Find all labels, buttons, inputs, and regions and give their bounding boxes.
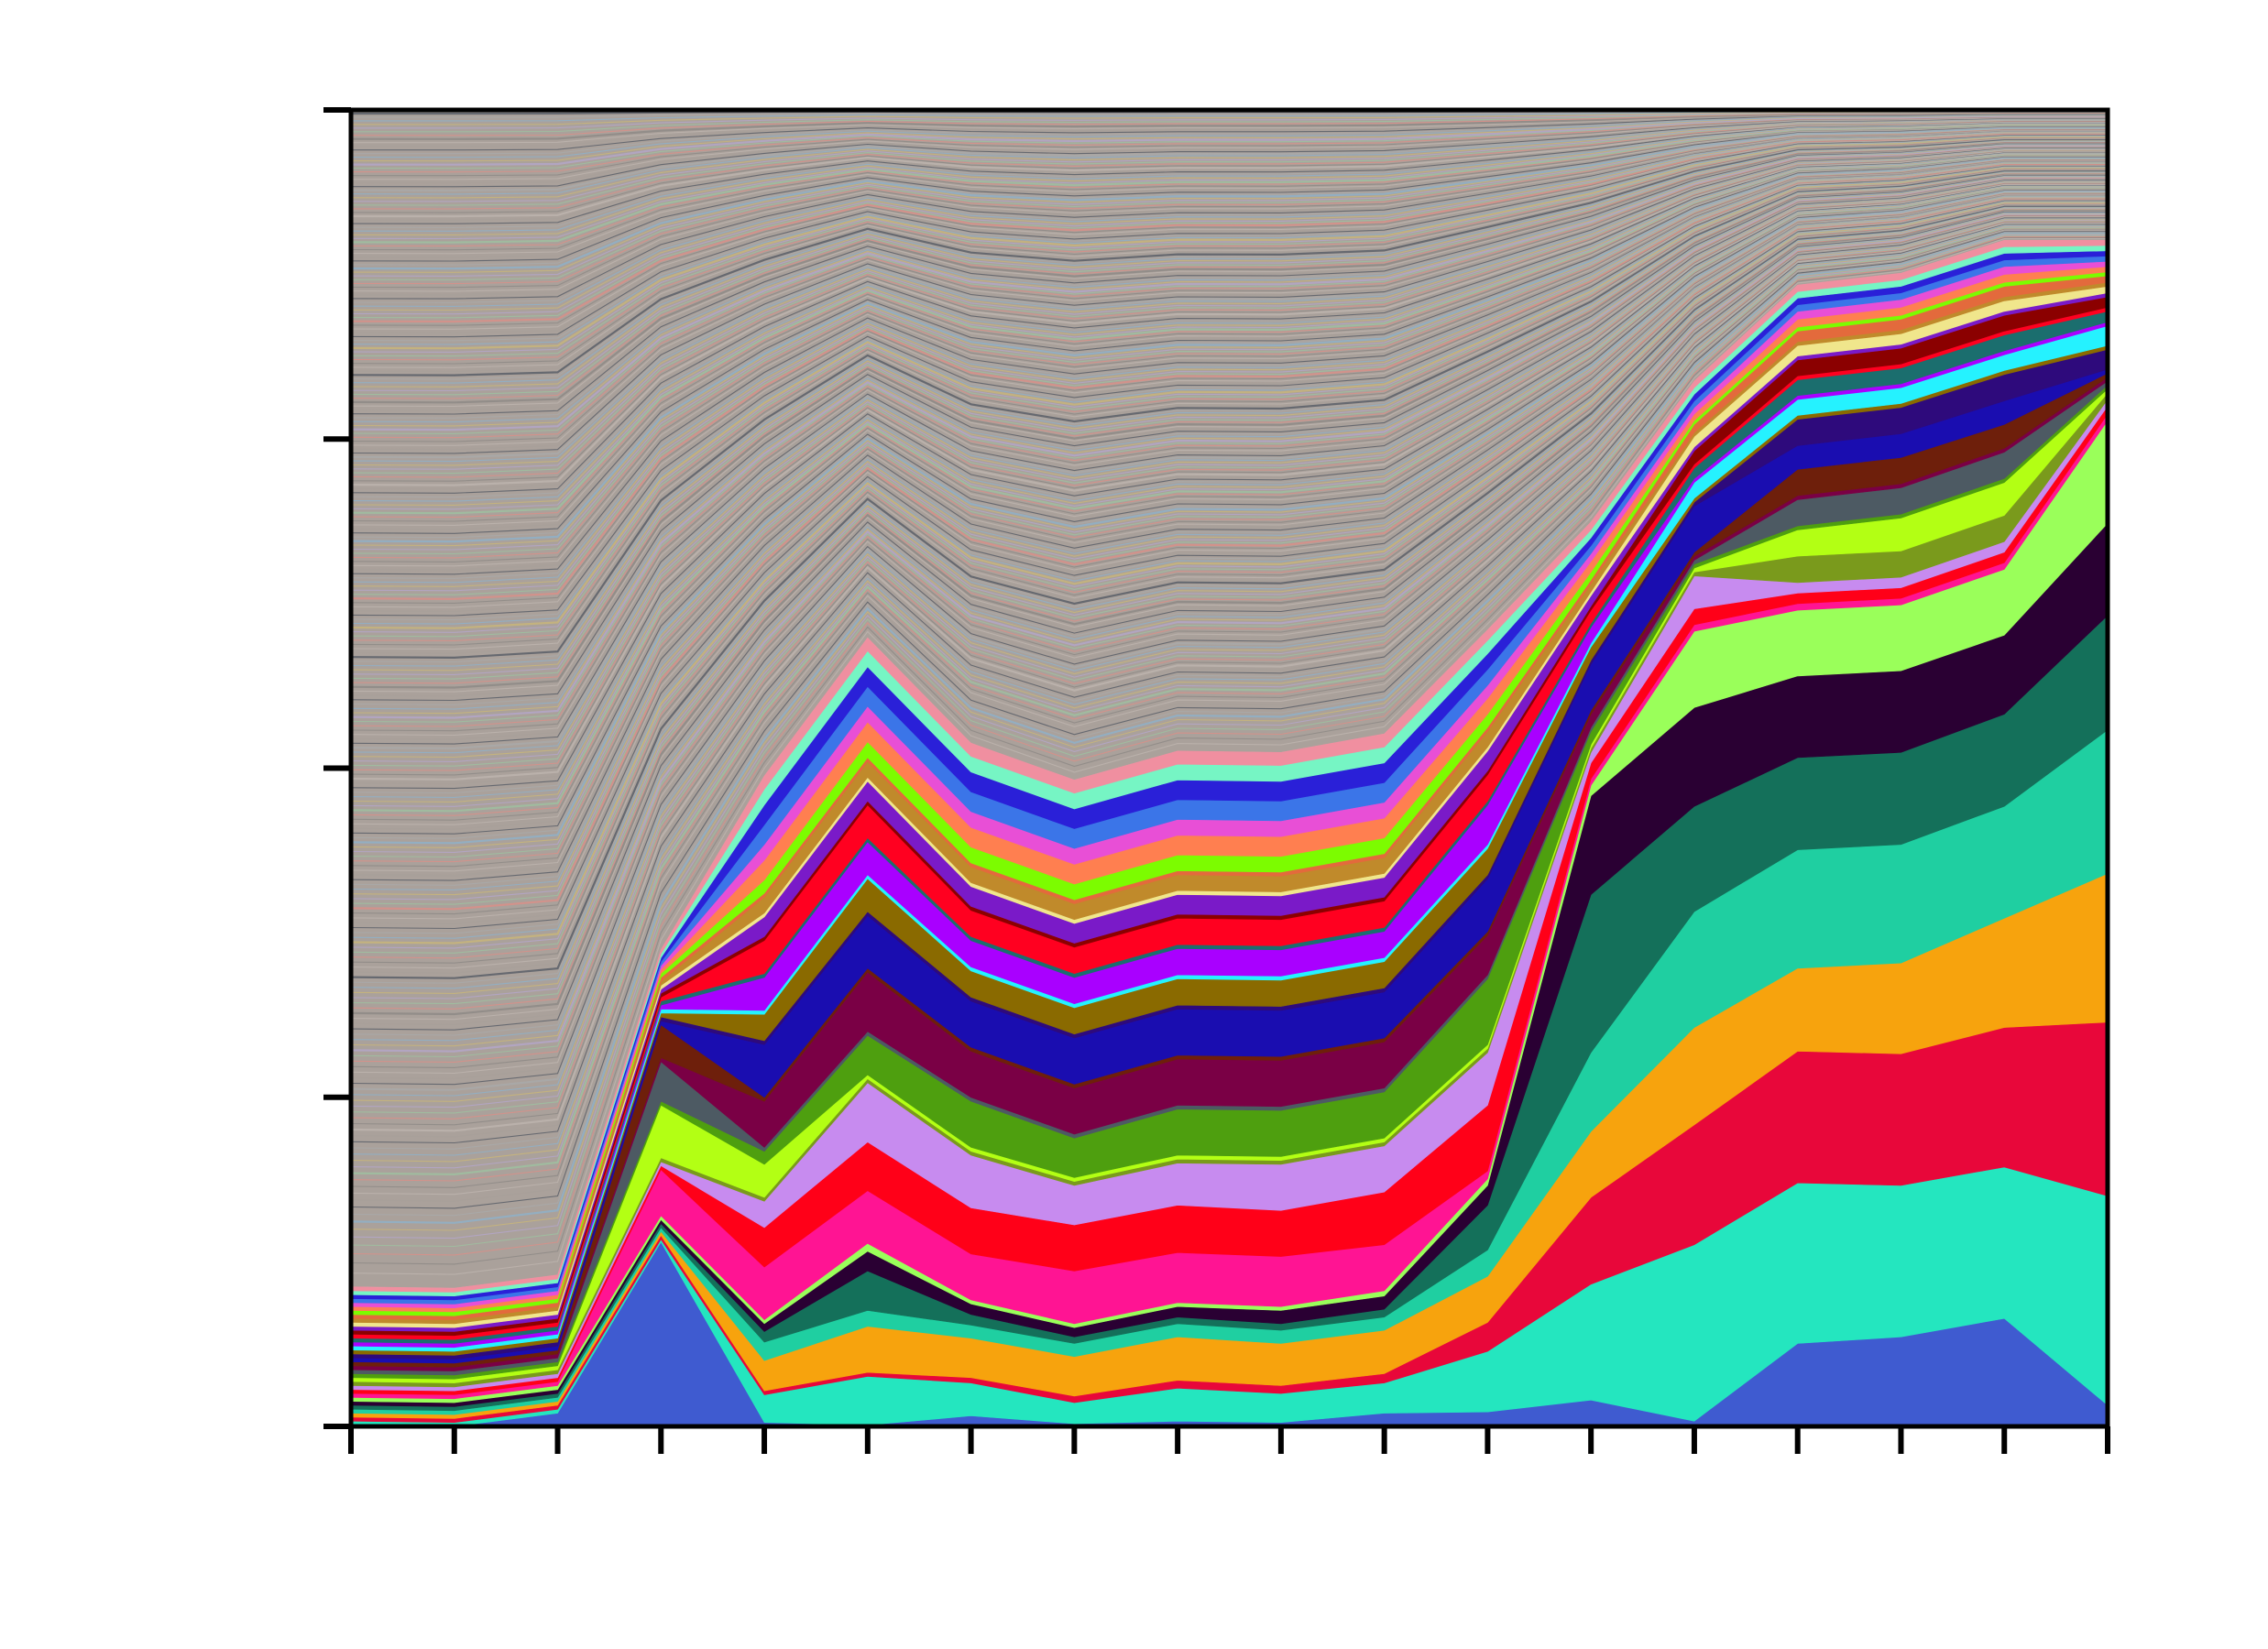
stacked-area-chart (0, 0, 2268, 1649)
chart-svg (0, 0, 2268, 1649)
